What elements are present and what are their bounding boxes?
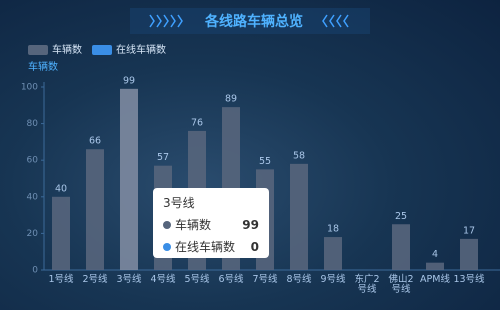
x-tick-label: 2号线 <box>79 275 111 285</box>
legend-label: 在线车辆数 <box>116 43 166 56</box>
value-label: 25 <box>395 211 407 222</box>
y-tick-label: 0 <box>32 266 38 276</box>
value-label: 58 <box>293 150 305 161</box>
value-label: 89 <box>225 94 237 105</box>
chart-title: 各线路车辆总览 <box>204 13 303 30</box>
tooltip-value: 0 <box>251 240 259 254</box>
x-tick-label: 6号线 <box>215 275 247 285</box>
value-label: 18 <box>327 224 339 235</box>
tooltip-value: 99 <box>242 218 259 232</box>
y-tick-label: 40 <box>27 192 39 202</box>
bar <box>426 263 444 270</box>
legend-label: 车辆数 <box>52 43 82 56</box>
y-axis-label: 车辆数 <box>28 60 58 73</box>
tooltip: 3号线 车辆数 99 在线车辆数 0 <box>153 188 269 258</box>
value-label: 40 <box>55 183 67 194</box>
value-label: 17 <box>463 225 475 236</box>
x-tick-label: 13号线 <box>453 275 485 285</box>
tooltip-title: 3号线 <box>163 194 259 211</box>
value-label: 99 <box>123 75 135 86</box>
bar <box>52 197 70 270</box>
tooltip-dot <box>163 221 171 229</box>
x-tick-label: 东广2号线 <box>351 275 383 295</box>
screen: 各线路车辆总览 车辆数 在线车辆数 车辆数 020406080100406699… <box>0 0 500 310</box>
x-tick-label: 7号线 <box>249 275 281 285</box>
bar <box>120 89 138 270</box>
y-tick-label: 80 <box>27 119 39 129</box>
x-tick-label: 3号线 <box>113 275 145 285</box>
value-label: 55 <box>259 156 271 167</box>
legend-swatch <box>92 45 112 55</box>
tooltip-dot <box>163 243 171 251</box>
legend-swatch <box>28 45 48 55</box>
y-tick-label: 20 <box>27 229 39 239</box>
bar <box>392 224 410 270</box>
x-tick-label: 1号线 <box>45 275 77 285</box>
bar <box>290 164 308 270</box>
bar <box>460 239 478 270</box>
value-label: 76 <box>191 117 203 128</box>
x-tick-label: 9号线 <box>317 275 349 285</box>
bar <box>324 237 342 270</box>
tooltip-series: 车辆数 <box>175 216 211 233</box>
value-label: 57 <box>157 152 169 163</box>
chart: 各线路车辆总览 车辆数 在线车辆数 车辆数 020406080100406699… <box>0 0 500 310</box>
x-tick-label: APM线 <box>419 275 451 285</box>
bar <box>86 149 104 270</box>
x-tick-label: 4号线 <box>147 275 179 285</box>
x-tick-label: 5号线 <box>181 275 213 285</box>
x-tick-label: 8号线 <box>283 275 315 285</box>
tooltip-series: 在线车辆数 <box>175 238 235 255</box>
y-tick-label: 100 <box>21 83 38 93</box>
value-label: 4 <box>432 249 438 260</box>
y-tick-label: 60 <box>27 156 39 166</box>
value-label: 66 <box>89 136 101 147</box>
x-tick-label: 佛山2号线 <box>385 275 417 295</box>
